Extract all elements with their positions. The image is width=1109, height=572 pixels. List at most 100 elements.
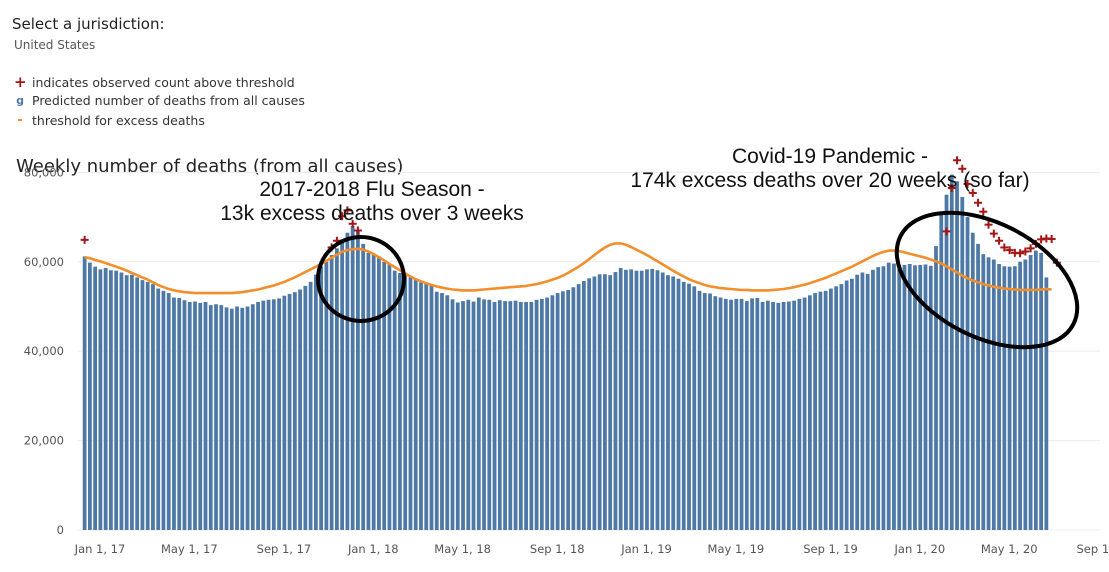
bar <box>955 181 959 530</box>
bar <box>865 273 870 530</box>
bar <box>949 174 954 530</box>
bar <box>356 230 360 530</box>
bar <box>534 299 539 530</box>
bar <box>618 268 623 530</box>
bar <box>708 293 712 530</box>
bar <box>229 308 234 530</box>
plus-marker-icon: + <box>14 73 27 91</box>
bar <box>340 239 345 531</box>
x-tick-label: Sep 1, 19 <box>803 542 858 556</box>
bar <box>860 272 865 530</box>
bar <box>387 264 392 530</box>
above-threshold-marker <box>974 198 983 207</box>
bar <box>1002 266 1007 530</box>
legend-item-threshold: - threshold for excess deaths <box>14 112 205 128</box>
bar <box>398 272 402 530</box>
bar <box>844 280 849 530</box>
bar <box>970 232 975 531</box>
bar <box>282 295 287 530</box>
y-tick-label: 40,000 <box>24 344 64 358</box>
bar <box>702 293 707 530</box>
bar <box>723 298 728 530</box>
above-threshold-marker <box>942 227 951 236</box>
bar <box>235 306 239 530</box>
bar <box>965 217 970 530</box>
bar <box>434 291 439 530</box>
above-threshold-marker <box>947 184 956 192</box>
bar <box>550 295 555 530</box>
bar <box>319 266 324 530</box>
bar <box>834 286 839 530</box>
bar <box>613 272 618 530</box>
bar <box>997 264 1001 530</box>
above-threshold-marker <box>968 188 977 197</box>
bar <box>245 306 250 530</box>
bar <box>271 299 276 530</box>
above-threshold-marker <box>338 212 347 221</box>
bar <box>582 280 586 530</box>
bar <box>850 278 854 530</box>
bar <box>750 298 754 530</box>
bar <box>487 299 492 530</box>
bar <box>729 299 733 530</box>
bar <box>881 266 886 530</box>
bar <box>676 278 681 530</box>
bar <box>130 274 134 530</box>
bar <box>944 194 949 531</box>
bar <box>371 255 376 530</box>
bar <box>650 268 655 530</box>
bar <box>119 272 124 530</box>
above-threshold-marker <box>1021 247 1030 256</box>
bar <box>671 276 676 530</box>
bar <box>103 268 108 530</box>
bar <box>545 297 549 530</box>
bar <box>986 257 991 530</box>
y-tick-label: 20,000 <box>24 434 64 448</box>
bar <box>219 305 224 530</box>
bar <box>734 298 739 530</box>
bar <box>450 299 455 530</box>
threshold-line <box>84 242 1052 295</box>
bar <box>261 300 266 530</box>
covid-pandemic-circle <box>894 210 1080 350</box>
bar <box>240 307 245 530</box>
above-threshold-marker <box>348 219 357 228</box>
bar <box>687 283 691 530</box>
bar <box>224 307 229 530</box>
bar <box>98 269 103 530</box>
bar <box>571 287 576 530</box>
x-tick-label: Jan 1, 20 <box>894 542 946 556</box>
above-threshold-marker <box>995 236 1004 245</box>
bar <box>166 293 171 530</box>
bar <box>829 288 833 530</box>
jurisdiction-select-label: Select a jurisdiction: <box>12 15 165 33</box>
above-threshold-marker <box>963 179 972 188</box>
bar <box>214 304 218 530</box>
bar <box>655 270 660 530</box>
bar <box>645 269 649 530</box>
bar <box>1007 266 1012 530</box>
bar <box>187 302 192 530</box>
bar <box>781 302 786 530</box>
bar <box>913 265 917 530</box>
bar <box>1023 259 1028 530</box>
bar <box>823 290 828 530</box>
covid-annotation: Covid-19 Pandemic - 174k excess deaths o… <box>580 145 1080 193</box>
bar <box>634 270 639 530</box>
above-threshold-marker <box>1047 234 1056 243</box>
bar <box>681 281 686 530</box>
bar <box>871 269 875 530</box>
above-threshold-marker <box>989 229 998 238</box>
bar <box>177 297 182 530</box>
bar <box>292 292 297 530</box>
bar <box>713 296 718 530</box>
bar <box>308 281 313 530</box>
bar <box>303 285 308 530</box>
bar <box>424 283 429 530</box>
bar <box>797 298 802 530</box>
jurisdiction-dropdown[interactable]: United States <box>14 38 96 52</box>
bar <box>461 301 465 530</box>
bar <box>392 270 397 530</box>
bar <box>771 302 775 530</box>
